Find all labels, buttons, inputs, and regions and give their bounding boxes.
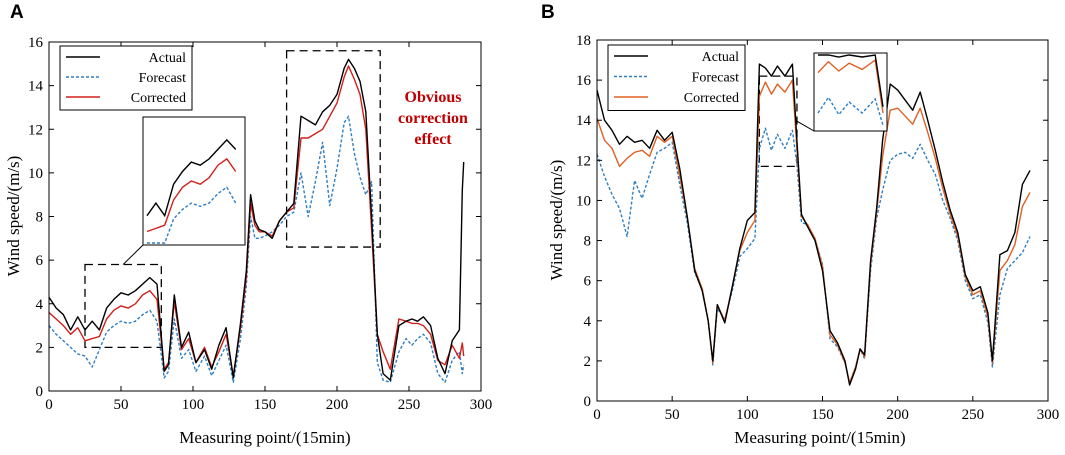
y-tick-label: 12 [576, 153, 591, 169]
x-tick-label: 200 [886, 407, 909, 423]
panel-a-x-axis-title: Measuring point/(15min) [179, 428, 350, 447]
y-tick-label: 0 [36, 384, 44, 400]
series-line-actual [597, 63, 1031, 386]
legend-label-forecast: Forecast [692, 71, 740, 86]
panel-a-zoom-boxes [84, 50, 381, 349]
y-tick-label: 16 [28, 35, 44, 51]
x-tick-label: 50 [665, 407, 680, 423]
panel-b-zoom-boxes [758, 75, 798, 167]
x-tick-label: 150 [811, 407, 834, 423]
panel-b-x-axis-title: Measuring point/(15min) [734, 428, 905, 447]
panel-a-annotation-line-1: Obvious [405, 89, 462, 106]
y-tick-label: 14 [576, 113, 592, 129]
series-line-actual [49, 58, 465, 381]
y-tick-label: 4 [36, 297, 44, 313]
x-tick-label: 250 [962, 407, 985, 423]
x-tick-label: 150 [254, 397, 277, 413]
x-tick-label: 300 [470, 397, 493, 413]
inset-connector-line [796, 120, 815, 132]
panel-a-annotation-line-2: correction [398, 110, 468, 127]
panel-b-y-axis-title: Wind speed/(m/s) [547, 160, 566, 281]
y-tick-label: 2 [36, 340, 44, 356]
inset-series-actual [146, 138, 237, 218]
inset-series-corrected [146, 157, 237, 233]
x-tick-label: 300 [1037, 407, 1060, 423]
series-line-corrected [597, 79, 1031, 384]
panel-a-y-axis-title: Wind speed/(m/s) [4, 156, 23, 277]
panel-b-chart: B 0 50 100 150 200 250 300 0 2 4 6 8 10 12 14 16 18 Mea… [541, 2, 1059, 447]
inset-series-forecast [817, 96, 884, 126]
inset-connector-line [122, 244, 144, 265]
x-tick-label: 250 [398, 397, 421, 413]
zoom-region-box [285, 50, 381, 248]
inset-series-actual [818, 54, 884, 107]
y-tick-label: 14 [28, 79, 44, 95]
zoom-region-box [84, 263, 162, 349]
y-tick-label: 4 [584, 314, 592, 330]
panel-b-legend: Actual Forecast Corrected [607, 44, 746, 111]
legend-label-actual: Actual [149, 51, 186, 66]
x-tick-label: 100 [736, 407, 759, 423]
panel-a-inset [122, 116, 246, 265]
x-tick-label: 50 [114, 397, 129, 413]
y-tick-label: 0 [584, 394, 592, 410]
y-tick-label: 18 [576, 33, 591, 49]
x-tick-label: 200 [326, 397, 349, 413]
y-tick-label: 12 [28, 122, 43, 138]
panel-a-letter: A [10, 2, 24, 23]
legend-label-corrected: Corrected [131, 91, 186, 106]
y-tick-label: 8 [36, 210, 44, 226]
panel-a-chart: A 0 50 100 150 200 250 300 0 2 4 6 8 10 12 14 16 Measu… [4, 2, 492, 447]
y-tick-label: 6 [36, 253, 44, 269]
panel-b-inset [796, 52, 888, 132]
y-tick-label: 8 [584, 234, 592, 250]
series-line-forecast [597, 127, 1031, 384]
series-line-forecast [49, 115, 465, 383]
y-tick-label: 16 [576, 73, 592, 89]
inset-series-forecast [147, 186, 237, 244]
panel-b-letter: B [541, 2, 555, 23]
inset-frame [813, 52, 888, 132]
y-tick-label: 6 [584, 274, 592, 290]
y-tick-label: 10 [28, 166, 43, 182]
inset-frame [142, 116, 246, 246]
x-tick-label: 0 [45, 397, 53, 413]
series-line-corrected [49, 65, 465, 377]
legend-label-actual: Actual [702, 50, 739, 65]
y-tick-label: 2 [584, 354, 592, 370]
legend-label-corrected: Corrected [684, 91, 739, 106]
inset-series-corrected [817, 58, 884, 114]
y-tick-label: 10 [576, 193, 591, 209]
legend-label-forecast: Forecast [139, 71, 187, 86]
zoom-region-box [758, 75, 798, 167]
x-tick-label: 0 [593, 407, 601, 423]
panel-a-legend: Actual Forecast Corrected [59, 45, 193, 111]
x-tick-label: 100 [182, 397, 205, 413]
panel-a-annotation-line-3: effect [414, 131, 452, 148]
